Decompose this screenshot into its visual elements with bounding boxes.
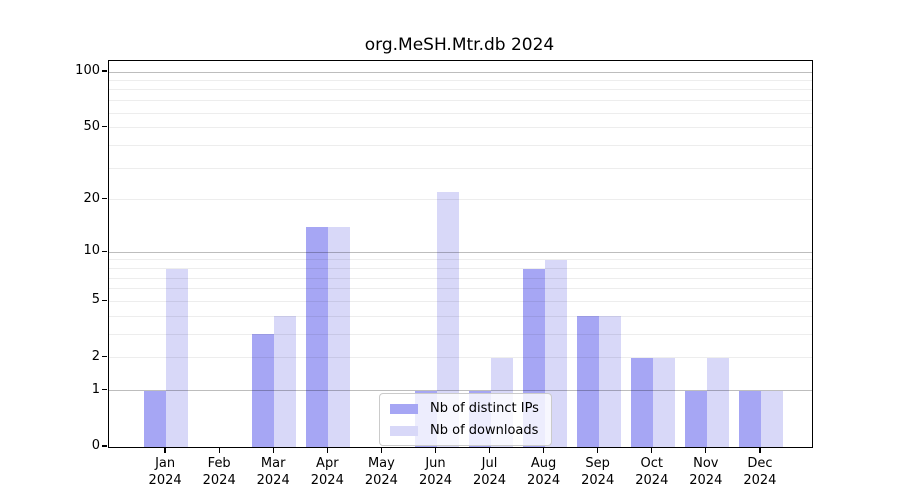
bars-layer xyxy=(109,61,812,447)
x-tick-label: Oct 2024 xyxy=(635,456,669,488)
y-tick-mark xyxy=(102,70,107,72)
y-tick-mark xyxy=(102,389,107,391)
x-tick-label: Aug 2024 xyxy=(527,456,561,488)
y-tick-label: 20 xyxy=(83,190,100,206)
y-tick-label: 10 xyxy=(83,243,100,259)
x-tick-label: Nov 2024 xyxy=(689,456,723,488)
legend-item-distinct-ips: Nb of distinct IPs xyxy=(390,401,539,416)
bar-distinct-ips xyxy=(630,357,653,447)
x-tick-label: Jul 2024 xyxy=(472,456,507,488)
y-tick-mark xyxy=(102,356,107,358)
x-tick-mark xyxy=(542,448,545,453)
y-tick-label: 5 xyxy=(91,292,100,308)
x-tick-mark xyxy=(164,448,166,453)
x-tick-label: May 2024 xyxy=(364,456,398,488)
bar-downloads xyxy=(436,192,459,447)
legend-swatch-downloads xyxy=(390,425,418,436)
x-tick-mark xyxy=(434,448,437,453)
legend-label-distinct-ips: Nb of distinct IPs xyxy=(430,401,539,416)
y-tick-mark xyxy=(102,250,107,252)
y-tick-label: 0 xyxy=(91,438,100,453)
y-tick-label: 2 xyxy=(91,348,100,364)
y-tick-mark xyxy=(102,299,107,302)
y-tick-label: 1 xyxy=(91,381,100,397)
bar-downloads xyxy=(274,316,297,447)
chart-title: org.MeSH.Mtr.db 2024 xyxy=(364,35,555,55)
bar-distinct-ips xyxy=(738,390,761,447)
x-tick-mark xyxy=(326,448,328,453)
x-tick-label: Jun 2024 xyxy=(418,456,453,488)
bar-distinct-ips xyxy=(684,390,707,447)
legend-swatch-distinct-ips xyxy=(390,403,418,414)
bar-distinct-ips xyxy=(252,334,275,447)
x-tick-label: Dec 2024 xyxy=(743,456,777,488)
x-tick-mark xyxy=(272,448,274,453)
x-tick-label: Jan 2024 xyxy=(148,456,182,488)
y-tick-label: 100 xyxy=(75,63,100,78)
x-tick-mark xyxy=(759,448,761,453)
bar-downloads xyxy=(706,357,729,447)
legend-label-downloads: Nb of downloads xyxy=(430,423,539,438)
bar-downloads xyxy=(166,268,189,447)
x-tick-label: Sep 2024 xyxy=(581,456,615,488)
bar-downloads xyxy=(328,227,351,447)
y-tick-mark xyxy=(102,197,107,200)
x-tick-mark xyxy=(597,448,599,453)
bar-distinct-ips xyxy=(306,227,329,447)
y-tick-mark xyxy=(102,125,107,128)
bar-downloads xyxy=(598,316,621,447)
y-tick-mark xyxy=(102,445,107,447)
bar-distinct-ips xyxy=(576,316,599,447)
bar-distinct-ips xyxy=(144,390,167,447)
x-tick-label: Feb 2024 xyxy=(202,456,236,488)
legend: Nb of distinct IPs Nb of downloads xyxy=(379,393,552,446)
x-tick-label: Apr 2024 xyxy=(310,456,344,488)
x-tick-mark xyxy=(705,448,707,453)
plot-area: Nb of distinct IPs Nb of downloads xyxy=(108,60,813,448)
x-tick-mark xyxy=(651,448,653,453)
x-tick-label: Mar 2024 xyxy=(256,456,290,488)
x-tick-mark xyxy=(488,448,491,453)
legend-item-downloads: Nb of downloads xyxy=(390,423,539,438)
bar-downloads xyxy=(652,357,675,447)
x-tick-mark xyxy=(380,448,383,453)
bar-downloads xyxy=(760,390,783,447)
x-tick-mark xyxy=(218,448,220,453)
y-tick-label: 50 xyxy=(83,118,100,134)
